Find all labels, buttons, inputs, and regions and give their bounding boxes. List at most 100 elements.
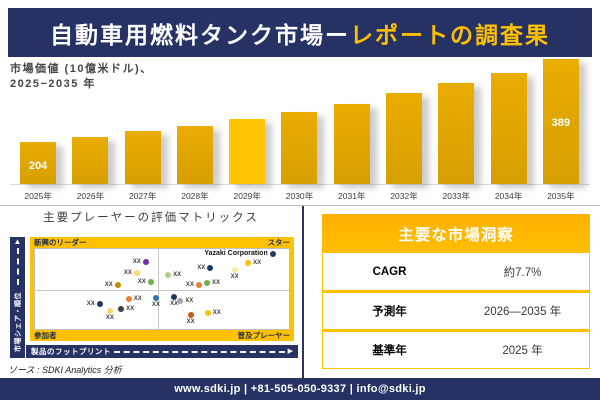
report-title-accent: レポートの調査果 xyxy=(350,21,550,48)
insights-row-CAGR: CAGR 約7.7% xyxy=(323,254,589,293)
bar-2031年 xyxy=(333,104,370,184)
scatter-point: XX xyxy=(197,265,214,272)
insights-row-label: 予測年 xyxy=(372,306,407,318)
scatter-point-label: XX xyxy=(173,271,182,278)
source-note: ソース : SDKI Analytics 分析 xyxy=(8,365,122,375)
right-arrow-icon: ▶ xyxy=(287,348,293,355)
x-axis-tick-label: 2026年 xyxy=(76,191,105,201)
scatter-point: XX xyxy=(133,259,149,266)
quadrant-label-emerging-leaders: 新興のリーダー xyxy=(34,238,87,247)
scatter-point: XX xyxy=(165,271,181,278)
report-title-main: 自動車用燃料タンク市場ー xyxy=(50,21,350,48)
matrix-top-band: 新興のリーダー スター xyxy=(34,237,290,248)
scatter-point-label: XX xyxy=(212,310,221,317)
scatter-point-label: XX xyxy=(151,302,160,309)
scatter-point-label: XX xyxy=(104,282,113,289)
bar-2034年 xyxy=(490,73,527,184)
scatter-point: XX xyxy=(187,312,195,325)
insights-header: 主要な市場洞察 xyxy=(322,214,590,253)
scatter-point-label: XX xyxy=(197,265,206,272)
bar-column xyxy=(64,58,116,184)
footer-contact-text: www.sdki.jp | +81-505-050-9337 | info@sd… xyxy=(174,383,426,395)
scatter-point: XX xyxy=(138,279,154,286)
scatter-point-label: XX xyxy=(105,315,114,321)
matrix-x-axis-label: 製品のフットプリント xyxy=(31,347,111,356)
x-axis-tick-label: 2025年 xyxy=(24,191,52,201)
x-axis-tick-label: 2028年 xyxy=(181,191,209,201)
bar-2030年 xyxy=(281,112,318,184)
scatter-point: XX xyxy=(231,267,239,280)
scatter-point-label: XX xyxy=(86,301,95,308)
insights-row-label: CAGR xyxy=(372,266,407,278)
matrix-y-axis-label-wrap: 市場シェア・順位 xyxy=(10,286,25,358)
bar-2032年 xyxy=(385,93,422,184)
matrix-plot-area: XX XX XX XX XX XX XX XX Yazaki Corporation XX XX XX… xyxy=(34,248,290,330)
x-axis-tick-label: 2032年 xyxy=(390,191,418,201)
insights-row-予測年: 予測年 2026—2035 年 xyxy=(323,293,589,332)
bar-2033年 xyxy=(438,83,475,184)
matrix-y-axis: ▲ 市場シェア・順位 xyxy=(10,237,25,358)
scatter-point-label: XX xyxy=(126,305,135,312)
scatter-point-label: XX xyxy=(185,282,194,289)
bar-column xyxy=(169,58,221,184)
scatter-point: XX xyxy=(124,270,140,277)
bar-column: 389 xyxy=(535,58,587,184)
bar-column xyxy=(326,58,378,184)
bar-chart-subtitle: 市場価値 (10億米ドル)、 2025−2035 年 xyxy=(10,62,153,93)
bar-data-label: 389 xyxy=(551,117,570,129)
matrix-x-axis: 製品のフットプリント ▶ xyxy=(26,345,298,358)
quadrant-label-participants: 参加者 xyxy=(34,331,57,340)
quadrant-label-stars: スター xyxy=(267,238,291,247)
scatter-point: XX xyxy=(106,308,114,321)
scatter-point: XX xyxy=(203,280,220,287)
scatter-point: XX xyxy=(152,295,160,308)
x-axis-tick-label: 2027年 xyxy=(128,191,157,201)
bar-2035年: 389 xyxy=(542,59,579,184)
x-axis-tick-label: 2034年 xyxy=(494,191,523,201)
insights-row-label: 基準年 xyxy=(372,345,407,357)
bar-2027年 xyxy=(124,131,161,184)
quadrant-line-vertical xyxy=(158,249,160,329)
x-axis-tick-label: 2029年 xyxy=(233,191,261,201)
up-arrow-icon: ▲ xyxy=(13,237,22,246)
scatter-point: XX xyxy=(105,282,121,289)
bar-column xyxy=(273,58,325,184)
scatter-point: XX xyxy=(87,301,103,308)
insights-row-基準年: 基準年 2025 年 xyxy=(323,332,589,368)
bar-2025年: 204 xyxy=(20,142,57,184)
bar-chart: 204 389 xyxy=(12,58,587,184)
insights-row-value: 2025 年 xyxy=(502,345,543,357)
y-axis-dashed-line xyxy=(16,248,19,285)
scatter-point-label: XX xyxy=(230,274,239,281)
scatter-point-label: XX xyxy=(211,280,220,287)
scatter-point-label: XX xyxy=(185,297,194,304)
bar-2028年 xyxy=(176,126,213,184)
matrix-bottom-band: 参加者 普及プレーヤー xyxy=(34,330,290,341)
x-axis-tick-label: 2031年 xyxy=(338,191,366,201)
bar-column: 204 xyxy=(12,58,64,184)
bar-column xyxy=(482,58,534,184)
scatter-point: XX xyxy=(118,305,134,312)
insights-row-value: 2026—2035 年 xyxy=(483,306,562,318)
scatter-point: XX xyxy=(245,260,261,267)
bar-2026年 xyxy=(72,137,109,184)
bar-column xyxy=(378,58,430,184)
scatter-point-label: XX xyxy=(133,296,142,302)
scatter-point-label: XX xyxy=(170,300,179,307)
report-title-bar: 自動車用燃料タンク市場ー レポートの調査果 xyxy=(8,8,592,57)
matrix-y-axis-label: 市場シェア・順位 xyxy=(14,292,22,352)
bar-column xyxy=(430,58,482,184)
bar-chart-baseline xyxy=(10,184,590,185)
insights-table: CAGR 約7.7% 予測年 2026—2035 年基準年 2025 年 xyxy=(322,254,590,369)
scatter-point: XX xyxy=(177,297,193,304)
insights-row-value: 約7.7% xyxy=(503,267,542,279)
x-axis-dashed-line xyxy=(114,350,285,353)
scatter-point-label: XX xyxy=(137,279,146,286)
quadrant-line-horizontal xyxy=(35,290,289,292)
scatter-point: Yazaki Corporation xyxy=(204,250,276,257)
scatter-point: XX xyxy=(125,296,142,302)
bar-column xyxy=(117,58,169,184)
quadrant-label-pervasive-players: 普及プレーヤー xyxy=(237,331,291,340)
matrix-panel: 新興のリーダー スター XX XX XX XX XX XX XX XX Yazaki Corpo… xyxy=(30,237,294,341)
